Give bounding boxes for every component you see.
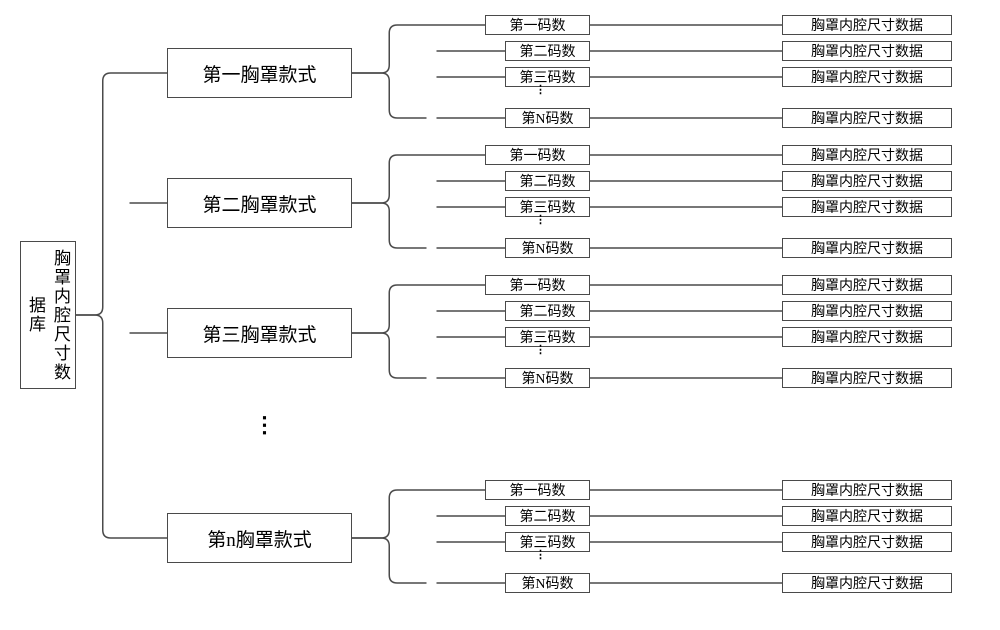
data-node: 胸罩内腔尺寸数据 <box>782 275 952 295</box>
data-label: 胸罩内腔尺寸数据 <box>811 532 923 552</box>
data-label: 胸罩内腔尺寸数据 <box>811 506 923 526</box>
size-label: 第一码数 <box>510 480 566 500</box>
size-node: 第N码数 <box>505 108 590 128</box>
size-label: 第一码数 <box>510 145 566 165</box>
size-node: 第二码数 <box>505 506 590 526</box>
size-node: 第二码数 <box>505 41 590 61</box>
size-node: 第N码数 <box>505 238 590 258</box>
style-node: 第一胸罩款式 <box>167 48 352 98</box>
style-node: 第二胸罩款式 <box>167 178 352 228</box>
size-node: 第一码数 <box>485 480 590 500</box>
size-node: 第N码数 <box>505 573 590 593</box>
data-node: 胸罩内腔尺寸数据 <box>782 368 952 388</box>
ellipsis-icon: ⋮ <box>535 348 546 353</box>
data-node: 胸罩内腔尺寸数据 <box>782 145 952 165</box>
size-node: 第二码数 <box>505 171 590 191</box>
size-node: 第N码数 <box>505 368 590 388</box>
style-node: 第n胸罩款式 <box>167 513 352 563</box>
size-label: 第三码数 <box>520 197 576 217</box>
size-node: 第三码数 <box>505 532 590 552</box>
data-label: 胸罩内腔尺寸数据 <box>811 573 923 593</box>
style-label: 第n胸罩款式 <box>207 525 312 552</box>
style-label: 第一胸罩款式 <box>202 60 316 87</box>
size-label: 第二码数 <box>520 171 576 191</box>
root-label: 胸罩内腔尺寸数据库 <box>23 242 73 388</box>
data-node: 胸罩内腔尺寸数据 <box>782 238 952 258</box>
data-node: 胸罩内腔尺寸数据 <box>782 327 952 347</box>
data-label: 胸罩内腔尺寸数据 <box>811 145 923 165</box>
size-label: 第一码数 <box>510 15 566 35</box>
data-label: 胸罩内腔尺寸数据 <box>811 275 923 295</box>
size-label: 第一码数 <box>510 275 566 295</box>
data-label: 胸罩内腔尺寸数据 <box>811 480 923 500</box>
size-label: 第二码数 <box>520 41 576 61</box>
data-node: 胸罩内腔尺寸数据 <box>782 67 952 87</box>
size-label: 第三码数 <box>520 532 576 552</box>
size-label: 第N码数 <box>521 108 573 128</box>
data-node: 胸罩内腔尺寸数据 <box>782 480 952 500</box>
size-label: 第三码数 <box>520 67 576 87</box>
data-label: 胸罩内腔尺寸数据 <box>811 67 923 87</box>
data-label: 胸罩内腔尺寸数据 <box>811 368 923 388</box>
size-node: 第一码数 <box>485 15 590 35</box>
data-node: 胸罩内腔尺寸数据 <box>782 532 952 552</box>
data-node: 胸罩内腔尺寸数据 <box>782 506 952 526</box>
data-label: 胸罩内腔尺寸数据 <box>811 197 923 217</box>
ellipsis-icon: ⋮ <box>535 553 546 558</box>
data-node: 胸罩内腔尺寸数据 <box>782 41 952 61</box>
size-node: 第三码数 <box>505 197 590 217</box>
size-node: 第一码数 <box>485 145 590 165</box>
data-node: 胸罩内腔尺寸数据 <box>782 573 952 593</box>
data-label: 胸罩内腔尺寸数据 <box>811 238 923 258</box>
size-label: 第N码数 <box>521 573 573 593</box>
data-node: 胸罩内腔尺寸数据 <box>782 15 952 35</box>
size-label: 第N码数 <box>521 238 573 258</box>
data-node: 胸罩内腔尺寸数据 <box>782 301 952 321</box>
style-label: 第二胸罩款式 <box>202 190 316 217</box>
data-label: 胸罩内腔尺寸数据 <box>811 15 923 35</box>
style-label: 第三胸罩款式 <box>202 320 316 347</box>
data-label: 胸罩内腔尺寸数据 <box>811 301 923 321</box>
ellipsis-icon: ⋮ <box>535 88 546 93</box>
size-node: 第二码数 <box>505 301 590 321</box>
size-label: 第二码数 <box>520 506 576 526</box>
style-node: 第三胸罩款式 <box>167 308 352 358</box>
size-label: 第二码数 <box>520 301 576 321</box>
data-node: 胸罩内腔尺寸数据 <box>782 108 952 128</box>
data-node: 胸罩内腔尺寸数据 <box>782 197 952 217</box>
data-label: 胸罩内腔尺寸数据 <box>811 327 923 347</box>
data-label: 胸罩内腔尺寸数据 <box>811 41 923 61</box>
size-node: 第三码数 <box>505 67 590 87</box>
root-node: 胸罩内腔尺寸数据库 <box>20 241 76 389</box>
size-label: 第N码数 <box>521 368 573 388</box>
data-label: 胸罩内腔尺寸数据 <box>811 108 923 128</box>
ellipsis-icon: ⋮ <box>535 218 546 223</box>
size-node: 第三码数 <box>505 327 590 347</box>
data-label: 胸罩内腔尺寸数据 <box>811 171 923 191</box>
data-node: 胸罩内腔尺寸数据 <box>782 171 952 191</box>
size-label: 第三码数 <box>520 327 576 347</box>
size-node: 第一码数 <box>485 275 590 295</box>
ellipsis-icon: ⋮ <box>254 420 276 429</box>
